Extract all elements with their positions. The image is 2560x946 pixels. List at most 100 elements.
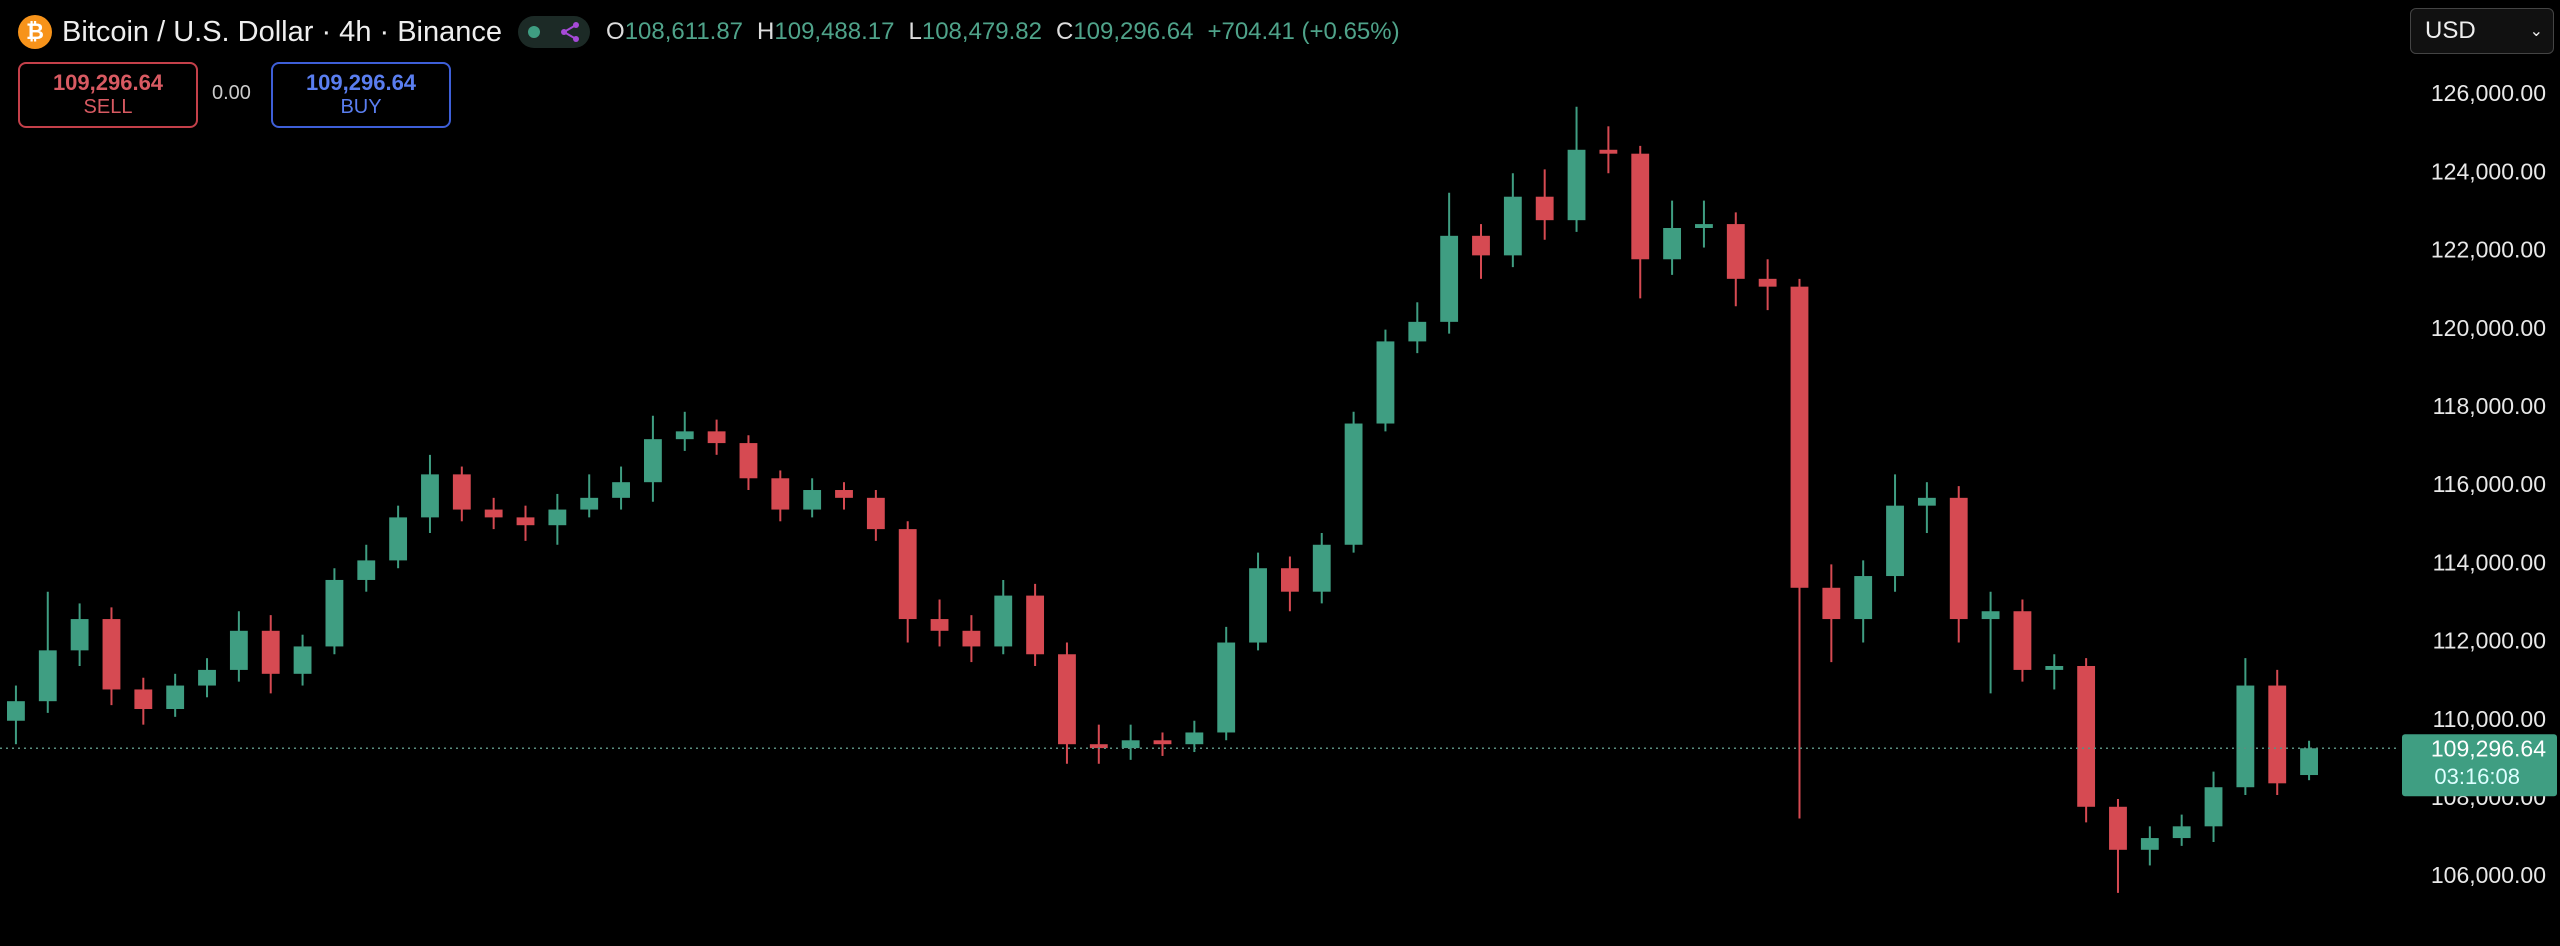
candle-body [1981, 611, 2000, 620]
candle-body [771, 478, 790, 510]
candle-body [2013, 611, 2032, 670]
candle-body [1503, 196, 1522, 256]
candle-body [1249, 568, 1267, 643]
candle-body [643, 439, 662, 483]
candle-body [325, 579, 344, 647]
ohlc-value: 109,296.64 [1073, 18, 1194, 45]
candle-body [357, 560, 376, 580]
sell-button[interactable]: 109,296.64 SELL [18, 62, 198, 128]
y-tick-label: 118,000.00 [2433, 393, 2546, 419]
ohlc-value: 108,611.87 [624, 18, 744, 45]
candle-body [421, 474, 439, 518]
candle-body [1472, 235, 1490, 256]
dropdown-caret: ⌄ [2529, 23, 2543, 40]
candle-body [2109, 806, 2127, 850]
candle-body [1408, 321, 1427, 342]
candle-body [866, 497, 885, 530]
candle-body [1121, 740, 1140, 749]
candle-body [198, 669, 216, 686]
candle-body [1886, 505, 1904, 577]
candle-body [389, 517, 408, 561]
buy-label: BUY [340, 96, 382, 118]
candle-body [1153, 740, 1172, 745]
candle-body [484, 509, 503, 518]
price-tag [2402, 734, 2557, 797]
candle-body [1185, 732, 1204, 745]
candle-body [2172, 826, 2191, 839]
ohlc-key: O [606, 18, 625, 45]
sell-price: 109,296.64 [52, 70, 164, 95]
candle-body [1599, 149, 1618, 154]
currency-select[interactable]: USD ⌄ [2410, 8, 2554, 54]
ohlc-low: L108,479.82 [909, 18, 1042, 46]
y-tick-label: 122,000.00 [2431, 237, 2546, 263]
candle-body [70, 619, 89, 651]
ohlc-key: H [757, 18, 775, 45]
candle-body [898, 529, 917, 620]
candle-body [2045, 665, 2064, 670]
candle-body [1089, 744, 1108, 749]
candle-body [2236, 685, 2255, 788]
sell-label: SELL [83, 96, 133, 118]
ohlc-values: O108,611.87 H109,488.17 L108,479.82 C109… [606, 18, 1400, 46]
candle-body [1376, 341, 1395, 424]
ohlc-high: H109,488.17 [757, 18, 894, 46]
candle-body [1854, 576, 1873, 620]
countdown: 03:16:08 [2434, 764, 2520, 789]
candle-body [229, 630, 248, 670]
ohlc-value: 108,479.82 [921, 18, 1042, 45]
candle-body [1312, 544, 1331, 592]
candle-body [134, 689, 153, 710]
buy-button[interactable]: 109,296.64 BUY [271, 62, 451, 128]
buy-price: 109,296.64 [305, 70, 417, 95]
candle-body [835, 490, 853, 498]
candle-body [452, 474, 471, 510]
candle-body [1631, 153, 1650, 260]
candle-body [739, 443, 758, 479]
candle-body [1822, 587, 1841, 620]
y-tick-label: 114,000.00 [2433, 549, 2546, 575]
spread: 0.00 [212, 82, 251, 104]
status-pill[interactable] [518, 16, 591, 48]
candle-body [675, 431, 694, 440]
candle-body [1344, 423, 1363, 545]
candle-body [1440, 235, 1459, 322]
y-tick-label: 120,000.00 [2431, 315, 2546, 341]
candle-body [2204, 787, 2223, 827]
candle-body [1949, 497, 1968, 620]
candle-body [1026, 595, 1045, 655]
candle-body [1695, 224, 1713, 228]
symbol-title[interactable]: Bitcoin / U.S. Dollar · 4h · Binance [62, 15, 503, 48]
y-tick-label: 126,000.00 [2431, 80, 2546, 106]
candle-body [803, 490, 822, 510]
ohlc-value: 109,488.17 [774, 18, 895, 45]
candle-body [1663, 227, 1682, 260]
candle-body [994, 595, 1013, 647]
candle-body [1790, 286, 1809, 588]
candle-body [1217, 642, 1236, 733]
y-tick-label: 110,000.00 [2433, 706, 2546, 732]
candle-body [516, 517, 535, 526]
coin-icon: ₿ [18, 15, 52, 49]
candle-body [1058, 654, 1076, 745]
candle-body [1917, 497, 1936, 506]
ohlc-open: O108,611.87 [606, 18, 743, 46]
currency-label: USD [2425, 17, 2476, 44]
candle-body [612, 482, 630, 498]
candle-body [1535, 196, 1554, 221]
candle-body [102, 619, 121, 690]
ohlc-close: C109,296.64 [1056, 18, 1193, 46]
share-icon [560, 22, 579, 42]
price-change: +704.41 (+0.65%) [1207, 18, 1400, 45]
y-tick-label: 112,000.00 [2433, 628, 2546, 654]
y-tick-label: 124,000.00 [2431, 158, 2546, 184]
candle-body [2268, 685, 2287, 784]
candle-body [930, 619, 949, 631]
candle-body [1280, 568, 1299, 592]
candle-body [38, 650, 57, 702]
candle-body [2140, 838, 2159, 850]
y-tick-label: 106,000.00 [2431, 862, 2546, 888]
candle-body [707, 431, 726, 444]
candle-body [293, 646, 312, 674]
